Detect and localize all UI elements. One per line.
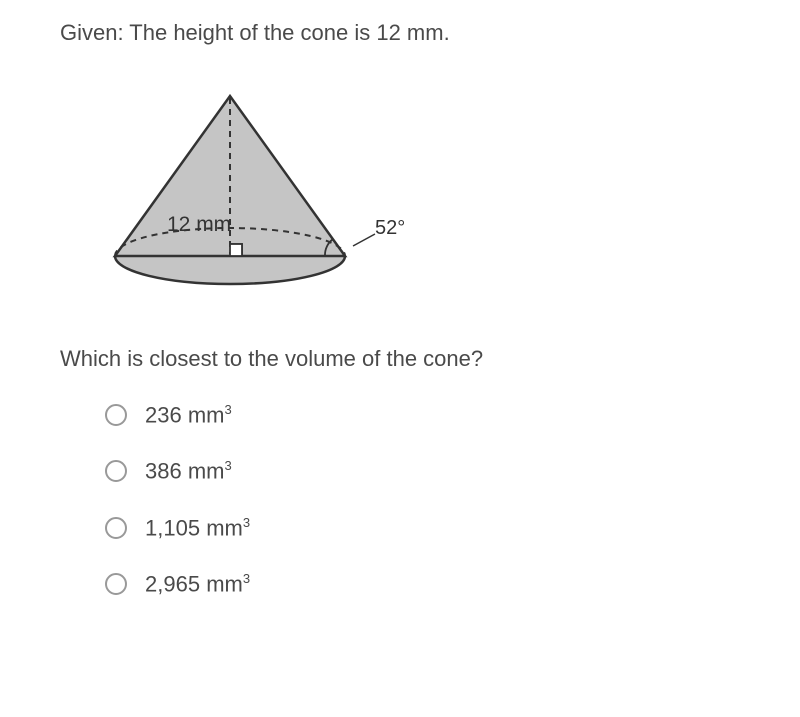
radio-icon: [105, 573, 127, 595]
radio-icon: [105, 460, 127, 482]
option-label: 1,105 mm3: [145, 515, 250, 541]
option-label: 386 mm3: [145, 458, 232, 484]
question-prompt: Which is closest to the volume of the co…: [60, 346, 740, 372]
option-label: 2,965 mm3: [145, 571, 250, 597]
angle-label-text: 52°: [375, 217, 405, 239]
option-b[interactable]: 386 mm3: [105, 458, 740, 484]
given-statement: Given: The height of the cone is 12 mm.: [60, 20, 740, 46]
option-a[interactable]: 236 mm3: [105, 402, 740, 428]
height-label-text: 12 mm: [167, 213, 231, 236]
cone-diagram: 12 mm 52°: [100, 76, 740, 311]
option-c[interactable]: 1,105 mm3: [105, 515, 740, 541]
radio-icon: [105, 404, 127, 426]
option-d[interactable]: 2,965 mm3: [105, 571, 740, 597]
answer-options: 236 mm3 386 mm3 1,105 mm3 2,965 mm3: [105, 402, 740, 597]
cone-svg: 12 mm 52°: [100, 76, 440, 306]
radio-icon: [105, 517, 127, 539]
option-label: 236 mm3: [145, 402, 232, 428]
